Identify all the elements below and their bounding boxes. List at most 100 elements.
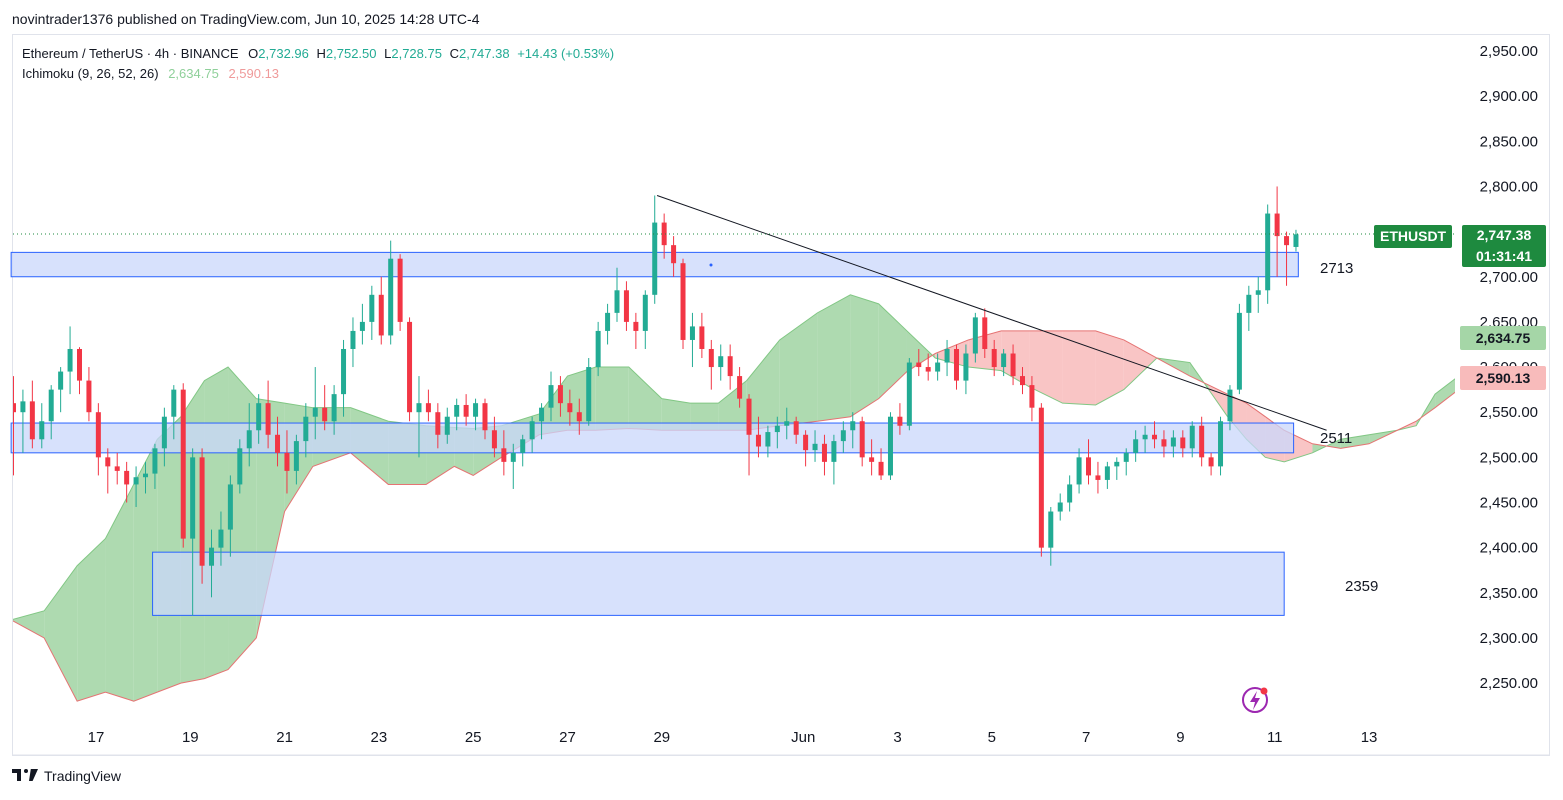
candle — [331, 385, 337, 435]
candle — [755, 416, 761, 458]
candle — [1161, 430, 1167, 458]
candle — [859, 416, 865, 467]
candle — [944, 339, 950, 377]
candle-body — [76, 348, 82, 381]
candle-body — [840, 430, 846, 442]
candle — [878, 448, 884, 480]
candle-body — [916, 362, 922, 368]
candle — [1255, 276, 1261, 313]
candle-body — [341, 348, 347, 395]
candle-body — [491, 430, 497, 449]
candle — [784, 407, 790, 440]
open-label: O — [248, 46, 259, 61]
candle — [114, 452, 120, 485]
candle-body — [1010, 353, 1016, 377]
candle — [369, 285, 375, 340]
candle — [567, 389, 573, 426]
candle — [1227, 385, 1233, 431]
candle-body — [1208, 457, 1214, 467]
candle-body — [1133, 439, 1139, 453]
time-tick-label: 29 — [653, 729, 670, 746]
candle — [803, 430, 809, 467]
candle — [397, 254, 403, 331]
footer-brand-text: TradingView — [44, 768, 122, 784]
candle-body — [1180, 437, 1186, 449]
zone-2511 — [10, 422, 1295, 454]
candle — [1048, 507, 1054, 566]
candle-body — [501, 448, 507, 462]
time-tick-label: 17 — [88, 729, 105, 746]
close-label: C — [449, 46, 459, 61]
candle — [661, 213, 667, 259]
leading-span-a-line — [13, 294, 1455, 620]
candle — [48, 385, 54, 440]
candle — [576, 398, 582, 435]
candle — [689, 312, 695, 368]
cloud-segment — [1062, 330, 1096, 405]
candle — [595, 321, 601, 377]
candle-body — [642, 294, 648, 331]
candle — [171, 385, 177, 440]
candle — [1104, 461, 1110, 489]
footer-brand[interactable]: TradingView — [12, 768, 121, 784]
candle — [143, 461, 149, 494]
candle — [190, 448, 196, 616]
candle — [765, 425, 771, 458]
candle-body — [1293, 234, 1299, 247]
price-tick-label: 2,900.00 — [1480, 88, 1538, 105]
candle — [1236, 303, 1242, 395]
time-tick-label: 13 — [1361, 729, 1378, 746]
candle-body — [623, 290, 629, 322]
candle — [359, 303, 365, 345]
candle — [887, 412, 893, 480]
candle — [105, 448, 111, 494]
candle — [1057, 493, 1063, 521]
candle — [1010, 344, 1016, 386]
candle — [303, 403, 309, 458]
candle-body — [1086, 457, 1092, 476]
candle — [275, 416, 281, 467]
zone-label-bottom: 2359 — [1345, 578, 1379, 595]
candle — [991, 339, 997, 377]
price-tick-label: 2,300.00 — [1480, 630, 1538, 647]
candle-body — [520, 439, 526, 453]
candle-body — [605, 312, 611, 331]
candle — [935, 353, 941, 381]
time-tick-label: 7 — [1082, 729, 1090, 746]
candle — [680, 258, 686, 349]
price-tick-label: 2,550.00 — [1480, 404, 1538, 421]
candle — [1001, 348, 1007, 377]
open-value: 2,732.96 — [258, 46, 309, 61]
candle — [227, 475, 233, 557]
bar-countdown: 01:31:41 — [1475, 248, 1533, 264]
zone-label-middle: 2511 — [1320, 430, 1353, 447]
candle-body — [124, 470, 130, 485]
candle-body — [652, 222, 658, 295]
candle — [86, 367, 92, 422]
candle — [557, 376, 563, 417]
candle — [605, 303, 611, 345]
candle — [1246, 285, 1252, 331]
candle — [586, 358, 592, 426]
candle — [529, 416, 535, 453]
price-tick-label: 2,800.00 — [1480, 178, 1538, 195]
symbol-legend-row: Ethereum / TetherUS · 4h · BINANCE O2,73… — [22, 44, 614, 64]
indicator-legend-row[interactable]: Ichimoku (9, 26, 52, 26) 2,634.75 2,590.… — [22, 64, 614, 84]
price-tick-label: 2,250.00 — [1480, 675, 1538, 692]
candle-body — [1104, 466, 1110, 480]
candle-body — [671, 245, 677, 264]
cloud-segment — [628, 367, 662, 431]
candle-body — [133, 477, 139, 485]
price-tick-label: 2,350.00 — [1480, 585, 1538, 602]
zone-label-top: 2713 — [1320, 260, 1354, 277]
symbol-price-tag: ETHUSDT — [1374, 225, 1453, 248]
candle-body — [114, 466, 120, 471]
candle-body — [444, 416, 450, 435]
candle — [916, 348, 922, 377]
candle-body — [265, 403, 271, 435]
candle-body — [699, 326, 705, 349]
candle-body — [1123, 452, 1129, 462]
cloud-segment — [878, 303, 907, 399]
candle-body — [482, 403, 488, 431]
